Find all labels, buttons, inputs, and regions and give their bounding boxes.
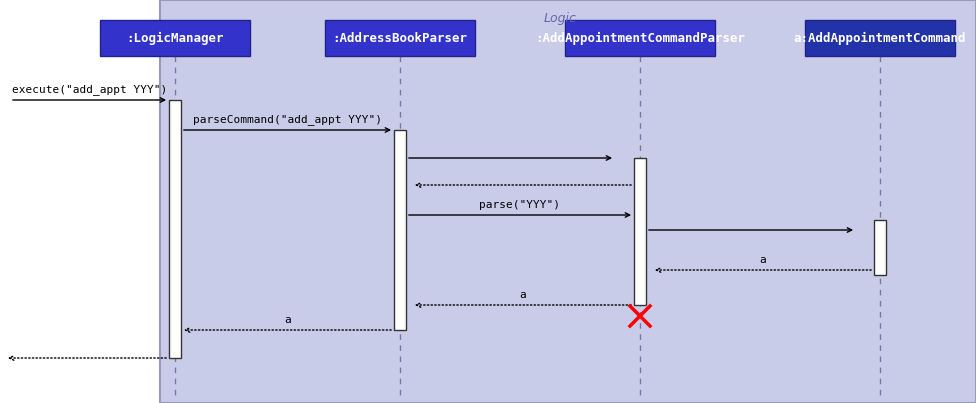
Text: :LogicManager: :LogicManager	[126, 31, 224, 45]
Text: parse("YYY"): parse("YYY")	[479, 200, 560, 210]
Text: execute("add_appt YYY"): execute("add_appt YYY")	[12, 84, 167, 95]
Text: a:AddAppointmentCommand: a:AddAppointmentCommand	[793, 31, 966, 45]
Bar	[325, 20, 475, 56]
Bar	[874, 220, 886, 275]
Bar	[169, 100, 181, 358]
Text: Logic: Logic	[544, 12, 577, 25]
Text: :AddAppointmentCommandParser: :AddAppointmentCommandParser	[535, 31, 745, 45]
Text: a: a	[284, 315, 291, 325]
Bar	[100, 20, 250, 56]
Text: a: a	[759, 255, 766, 265]
Bar	[565, 20, 715, 56]
Bar	[160, 0, 976, 403]
Text: :AddressBookParser: :AddressBookParser	[333, 31, 468, 44]
Bar	[634, 158, 646, 305]
Text: a: a	[519, 290, 526, 300]
Bar	[394, 130, 406, 330]
Text: parseCommand("add_appt YYY"): parseCommand("add_appt YYY")	[193, 114, 382, 125]
Bar	[805, 20, 955, 56]
